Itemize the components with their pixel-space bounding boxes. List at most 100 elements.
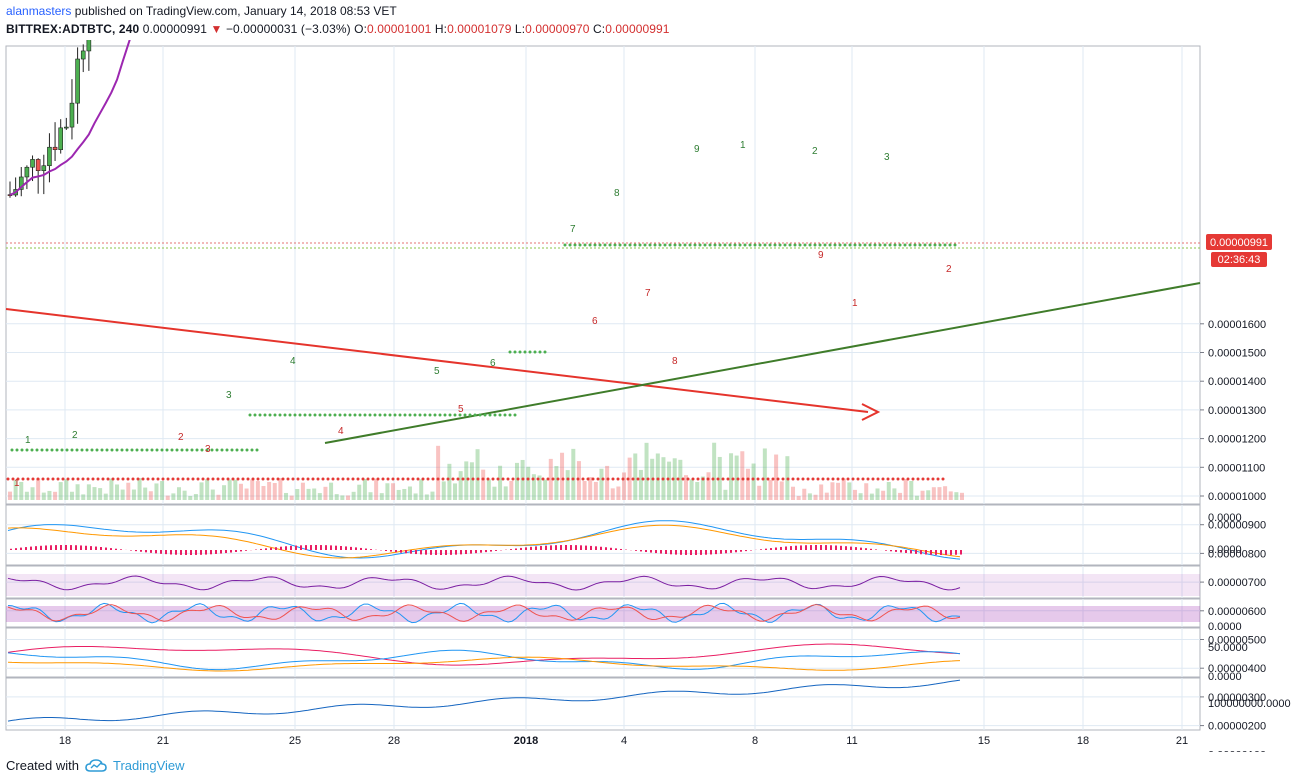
support-dots [453,413,457,417]
volume-bar [943,486,948,500]
support-dots [328,413,332,417]
resistance-dots [156,477,160,481]
support-dots [255,448,259,452]
volume-bar [171,493,176,500]
support-dots [788,243,792,247]
support-dots [898,243,902,247]
resistance-dots [576,477,580,481]
panel-frame [5,677,1201,731]
resistance-dots [296,477,300,481]
macd-histogram-bar [510,549,512,550]
y-tick-label: 0.00000300 [1208,692,1266,704]
macd-histogram-bar [915,550,917,554]
candle-body [24,166,30,178]
resistance-dots [136,477,140,481]
macd-histogram-bar [600,546,602,550]
resistance-dots [521,477,525,481]
support-dots [125,448,129,452]
volume-bar [599,468,604,500]
volume-bar [706,472,711,500]
support-dots [698,243,702,247]
candle-body [35,159,41,171]
macd-histogram-bar [905,550,907,553]
macd-histogram-bar [420,550,422,555]
support-dots [170,448,174,452]
volume-bar [368,492,373,500]
support-dots [613,243,617,247]
resistance-dots [36,477,40,481]
macd-histogram-bar [425,550,427,555]
volume-bar [712,442,717,500]
macd-histogram-bar [340,546,342,550]
author-link[interactable]: alanmasters [6,4,72,18]
tradingview-brand-link[interactable]: TradingView [112,758,185,773]
resistance-dots [381,477,385,481]
resistance-dots [291,477,295,481]
volume-bar [768,480,773,500]
support-dots [813,243,817,247]
support-dots [473,413,477,417]
macd-histogram-bar [585,545,587,550]
resistance-dots [791,477,795,481]
volume-bar [830,482,835,500]
resistance-dots [501,477,505,481]
macd-histogram-bar [950,550,952,555]
support-dots [343,413,347,417]
macd-histogram-bar [405,550,407,554]
volume-bar [565,470,570,500]
macd-histogram-bar [395,550,397,553]
volume-bar [469,462,474,500]
resistance-dots [756,477,760,481]
macd-histogram-bar [445,550,447,555]
resistance-dots [376,477,380,481]
volume-bar [593,481,598,500]
support-dots [190,448,194,452]
macd-histogram-bar [910,550,912,554]
support-dots [383,413,387,417]
resistance-dots [111,477,115,481]
resistance-dots [716,477,720,481]
resistance-dots [771,477,775,481]
macd-histogram-bar [485,550,487,553]
td-setup-number: 3 [884,152,890,163]
macd-histogram-bar [465,550,467,555]
volume-bar [36,478,41,500]
dmi-plus-line [7,643,961,666]
volume-bar [717,456,722,500]
candle-body [30,159,35,168]
x-tick-label: 21 [1176,735,1188,747]
volume-bar [926,490,931,500]
resistance-dots [921,477,925,481]
resistance-dots [151,477,155,481]
resistance-dots [46,477,50,481]
support-dots [338,413,342,417]
symbol-label[interactable]: BITTREX:ADTBTC, 240 [6,22,140,36]
support-dots [105,448,109,452]
resistance-dots [896,477,900,481]
support-dots [703,243,707,247]
volume-bar [81,494,86,500]
chart-canvas[interactable]: 0.00000100 0.00000200 0.00000300 0.00000400… [0,40,1300,752]
macd-histogram-bar [430,550,432,555]
volume-bar [340,495,345,500]
resistance-dots [601,477,605,481]
support-dots [185,448,189,452]
macd-histogram-bar [355,547,357,550]
macd-histogram-bar [85,545,87,550]
resistance-dots [181,477,185,481]
macd-histogram-bar [370,549,372,550]
support-dots [513,413,517,417]
volume-bar [796,495,801,500]
volume-bar [227,479,232,500]
resistance-dots [561,477,565,481]
support-dots [368,413,372,417]
open-label: O: [354,22,368,36]
macd-histogram-bar [640,550,642,552]
panel-frame [5,45,1201,505]
volume-bar [24,491,29,500]
support-dots [258,413,262,417]
resistance-dots [911,477,915,481]
x-tick-label: 28 [388,735,400,747]
macd-histogram-bar [140,550,142,552]
volume-bar [757,485,762,500]
